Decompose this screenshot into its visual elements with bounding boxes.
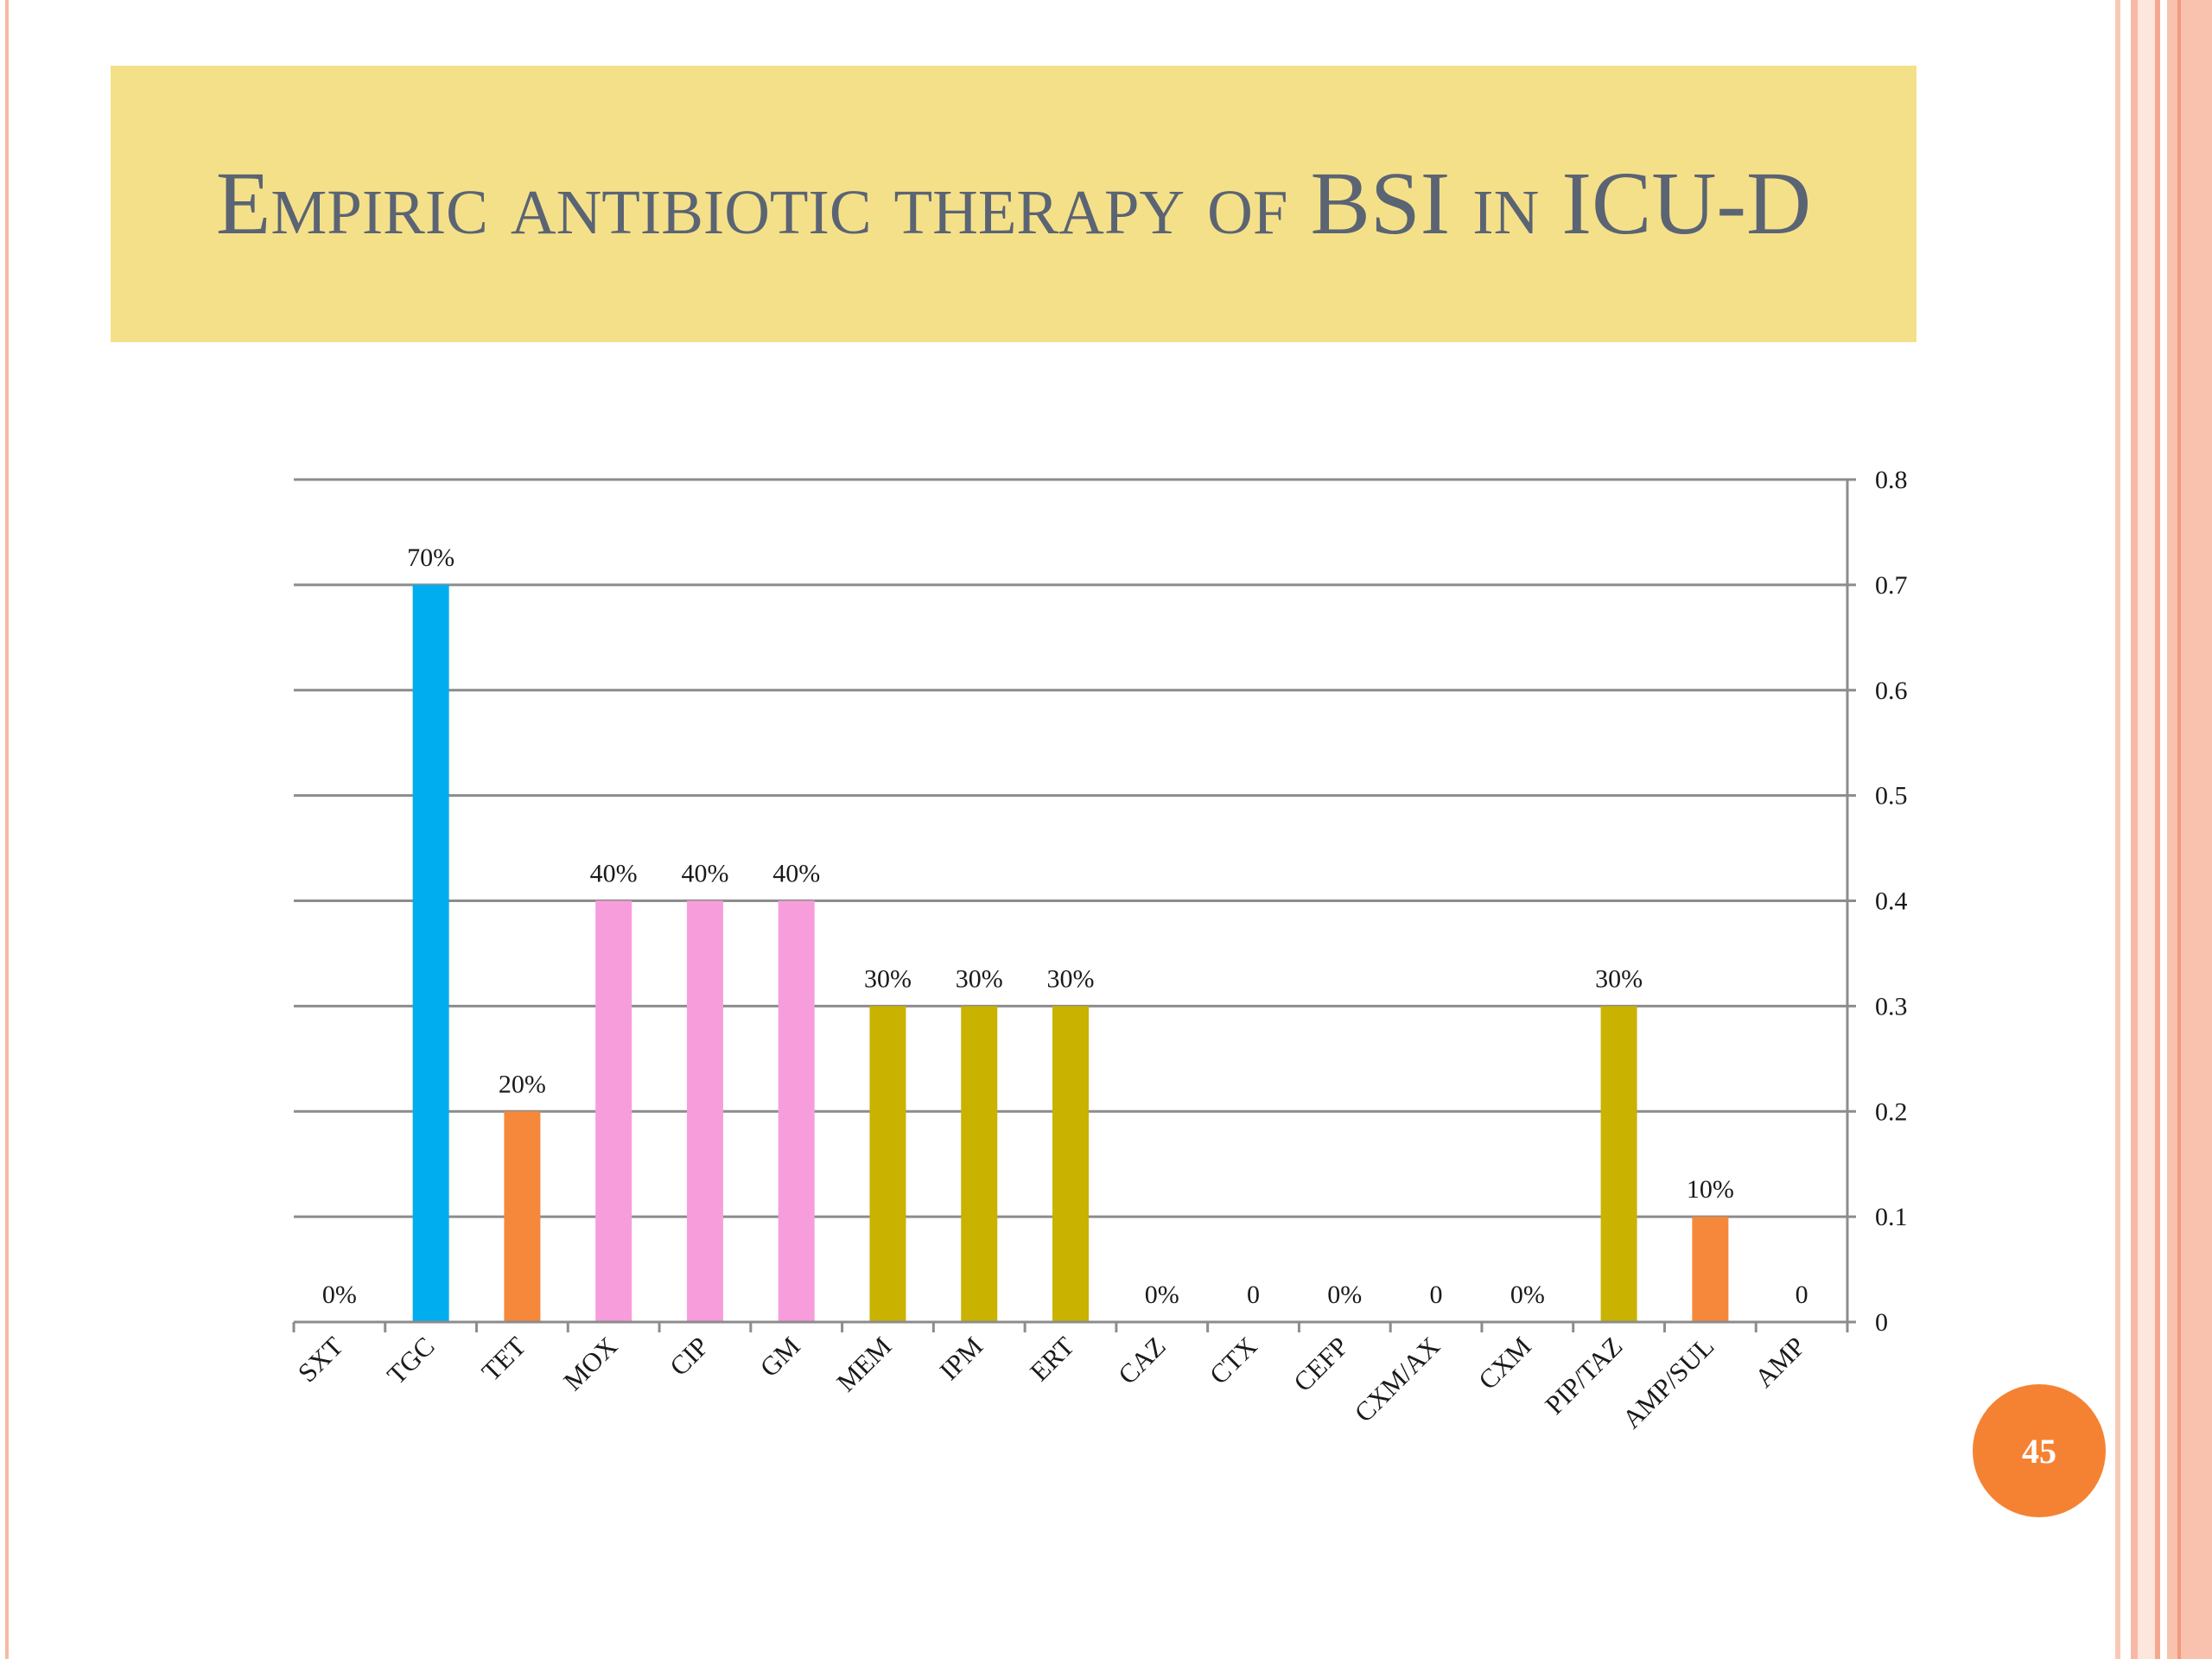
left-border-rule bbox=[5, 0, 9, 1659]
bar-tgc bbox=[412, 584, 449, 1322]
category-label: CTX bbox=[1204, 1331, 1263, 1390]
data-label: 40% bbox=[772, 860, 820, 888]
right-decorative-stripes bbox=[2115, 0, 2212, 1659]
bar-pip-taz bbox=[1600, 1006, 1637, 1322]
category-label: SXT bbox=[292, 1331, 349, 1388]
slide-title: Empiric antibiotic therapy of BSI in ICU… bbox=[215, 154, 1812, 253]
data-label: 40% bbox=[590, 860, 638, 888]
y-tick-label: 0.1 bbox=[1875, 1203, 1908, 1231]
title-banner: Empiric antibiotic therapy of BSI in ICU… bbox=[111, 66, 1916, 342]
category-label: CIP bbox=[664, 1331, 715, 1382]
y-tick-label: 0.6 bbox=[1875, 677, 1908, 705]
data-label: 10% bbox=[1687, 1175, 1734, 1204]
category-label: TGC bbox=[381, 1331, 441, 1390]
y-tick-label: 0 bbox=[1875, 1308, 1888, 1337]
y-tick-label: 0.7 bbox=[1875, 571, 1908, 600]
data-label: 0% bbox=[1145, 1281, 1179, 1309]
data-label: 30% bbox=[956, 964, 1003, 993]
data-label: 0% bbox=[322, 1281, 357, 1309]
bar-gm bbox=[778, 900, 815, 1322]
category-label: MOX bbox=[557, 1331, 623, 1396]
y-tick-label: 0.4 bbox=[1875, 887, 1908, 916]
data-label: 0 bbox=[1430, 1281, 1443, 1309]
data-label: 0 bbox=[1247, 1281, 1260, 1309]
category-label: CAZ bbox=[1112, 1331, 1172, 1390]
data-label: 40% bbox=[681, 860, 728, 888]
category-label: MEM bbox=[830, 1331, 897, 1397]
bar-mem bbox=[869, 1006, 906, 1322]
category-label: AMP bbox=[1749, 1331, 1811, 1393]
data-label: 0% bbox=[1327, 1281, 1362, 1309]
bar-cip bbox=[686, 900, 723, 1322]
category-label: CXM bbox=[1472, 1331, 1537, 1395]
category-label: IPM bbox=[933, 1331, 988, 1386]
category-label: TET bbox=[475, 1331, 531, 1387]
data-label: 20% bbox=[499, 1070, 546, 1098]
category-label: CXM/AX bbox=[1349, 1331, 1446, 1427]
category-label: PIP/TAZ bbox=[1539, 1331, 1628, 1420]
bar-ert bbox=[1052, 1006, 1089, 1322]
bar-tet bbox=[504, 1111, 541, 1322]
data-label: 70% bbox=[407, 543, 454, 572]
category-label: ERT bbox=[1024, 1331, 1080, 1387]
page-number-badge: 45 bbox=[1973, 1384, 2106, 1517]
category-label: AMP/SUL bbox=[1617, 1331, 1720, 1434]
data-label: 30% bbox=[1047, 964, 1095, 993]
bar-mox bbox=[595, 900, 632, 1322]
data-label: 0 bbox=[1796, 1281, 1808, 1309]
bar-amp-sul bbox=[1692, 1217, 1729, 1322]
y-tick-label: 0.5 bbox=[1875, 782, 1908, 810]
data-label: 30% bbox=[1595, 964, 1643, 993]
y-tick-label: 0.2 bbox=[1875, 1097, 1908, 1126]
data-label: 30% bbox=[864, 964, 912, 993]
category-label: GM bbox=[754, 1331, 806, 1382]
data-label: 0% bbox=[1510, 1281, 1545, 1309]
y-tick-label: 0.3 bbox=[1875, 992, 1908, 1020]
y-tick-label: 0.8 bbox=[1875, 466, 1908, 494]
category-label: CEFP bbox=[1287, 1331, 1354, 1397]
bars bbox=[412, 584, 1729, 1322]
axes bbox=[292, 478, 1856, 1332]
bar-ipm bbox=[961, 1006, 998, 1322]
page-number: 45 bbox=[2022, 1431, 2056, 1471]
